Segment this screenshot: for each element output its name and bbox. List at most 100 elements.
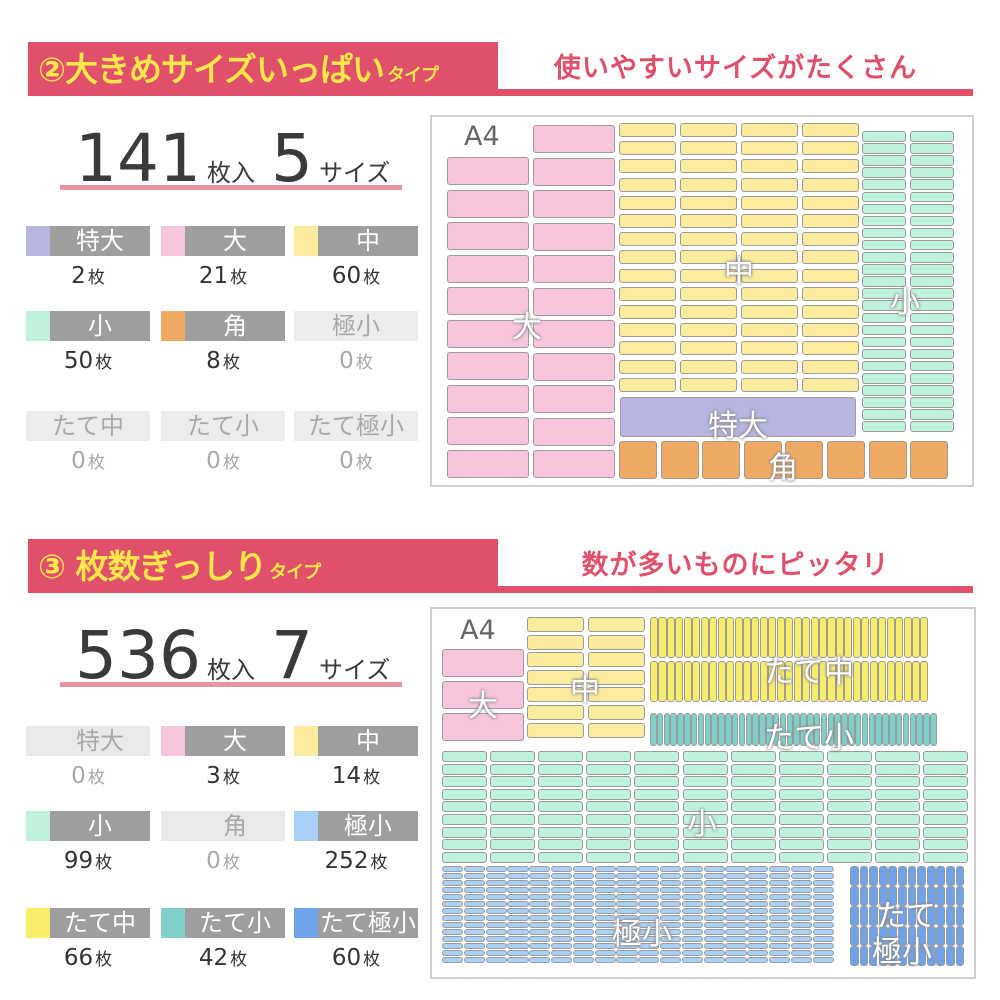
sticker-vertical-small [670,713,677,746]
label-vertical-extra-small-line2: 極小 [872,935,932,970]
sticker-medium [741,250,798,265]
sticker-medium [619,177,676,192]
sticker-small [538,763,584,775]
sticker-small [874,788,920,800]
sticker-small [634,763,680,775]
sticker-vertical-extra-small [859,906,869,926]
sticker-extra-small [507,943,529,949]
sticker-extra-small [529,929,551,935]
sticker-vertical-medium [886,661,895,702]
sticker-small [682,788,728,800]
sticker-small [826,788,872,800]
sticker-extra-small [703,957,725,963]
legend-count-number: 8 [206,348,221,374]
sticker-extra-small [572,866,595,872]
sticker-vertical-medium [785,617,794,658]
sticker-extra-small [703,950,725,956]
sticker-vertical-extra-small [859,866,869,886]
sticker-vertical-medium [819,617,828,658]
legend-count-number: 0 [339,348,354,374]
section-2-total-underline [60,185,402,190]
sticker-small [634,751,680,762]
legend-swatch [26,811,50,841]
sticker-extra-small [485,908,507,914]
sticker-vertical-extra-small [888,866,898,886]
sticker-small [862,276,906,287]
sticker-extra-small [769,957,791,963]
sticker-vertical-extra-small [878,906,888,926]
sticker-extra-small [442,908,464,914]
sticker-medium [802,323,859,338]
sticker-large [447,157,529,185]
sticker-vertical-small [650,713,657,746]
legend-label: 特大 [50,726,150,756]
sticker-small [910,360,954,372]
legend-count-unit: 枚 [222,453,240,473]
sticker-vertical-small [895,713,903,746]
sticker-extra-small [551,915,573,921]
section-2-header-bar [28,42,498,96]
section-2-size-unit: サイズ [318,159,391,187]
sticker-small [442,788,487,800]
sticker-vertical-medium [785,661,794,702]
sticker-medium [802,341,859,356]
sticker-vertical-medium [717,617,726,658]
sticker-extra-small [442,936,464,942]
legend-label: 角 [185,811,285,841]
sticker-medium [741,341,798,356]
sticker-small [490,814,536,825]
label-small: 小 [687,807,717,842]
legend-swatch [26,311,50,341]
sticker-extra-small [638,908,660,914]
sticker-extra-small [681,943,704,949]
sticker-extra-small [638,943,660,949]
legend-swatch [26,908,50,938]
sticker-vertical-small [731,713,739,746]
sticker-small [538,751,584,762]
label-square: 角 [768,451,798,486]
legend-count: 50 枚 [26,345,150,377]
legend-label: 小 [50,811,150,841]
sticker-vertical-medium [751,617,760,658]
sticker-extra-small [769,873,791,879]
sticker-small [910,167,954,178]
sticker-extra-small [812,887,834,893]
sticker-medium [802,214,859,228]
sticker-vertical-medium [683,617,692,658]
sticker-medium [741,377,798,392]
sticker-extra-small [572,922,595,928]
sticker-vertical-extra-small [955,886,965,906]
sticker-extra-small [725,908,747,914]
sticker-small [778,851,824,863]
sticker-extra-small [703,943,725,949]
sticker-vertical-extra-small [917,886,926,906]
sticker-small [862,239,906,251]
sticker-medium [741,141,798,156]
label-extra-large: 特大 [708,409,768,444]
legend-count-unit: 枚 [230,268,248,288]
sticker-extra-small [638,901,660,907]
sticker-medium [619,123,676,137]
sticker-small [910,203,954,215]
sticker-vertical-medium [869,617,878,658]
sticker-extra-small [529,901,551,907]
sticker-vertical-extra-small [888,886,898,906]
sticker-extra-small [572,950,595,956]
sticker-extra-small [812,915,834,921]
sticker-vertical-medium [768,617,777,658]
section-3-size-count: 7 [270,617,313,694]
sticker-extra-small [769,943,791,949]
sticker-extra-small [463,950,486,956]
sticker-extra-small [572,943,595,949]
sticker-medium [680,305,737,319]
sticker-small [730,776,776,788]
legend-item: 極小 0 枚 [294,311,418,379]
sticker-extra-small [485,887,507,893]
sticker-small [826,814,872,825]
sticker-extra-small [594,929,616,935]
sticker-extra-small [572,901,595,907]
sticker-extra-small [660,908,682,914]
